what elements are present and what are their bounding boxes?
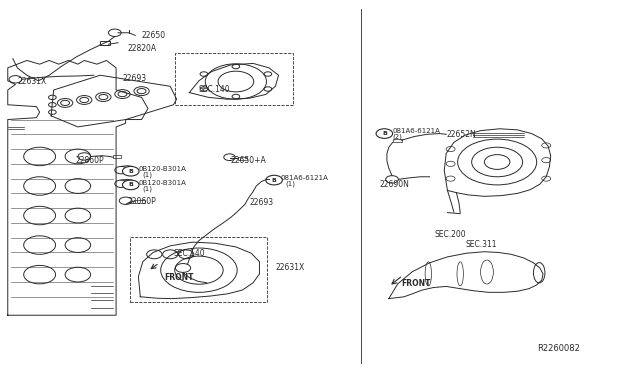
Circle shape: [376, 129, 393, 138]
Circle shape: [122, 166, 139, 176]
Text: (1): (1): [143, 185, 153, 192]
Text: R2260082: R2260082: [537, 344, 580, 353]
Text: 081A6-6121A: 081A6-6121A: [280, 175, 328, 181]
Bar: [100, 41, 109, 45]
Text: SEC.140: SEC.140: [173, 249, 205, 258]
Bar: [393, 139, 402, 142]
Text: 22652N: 22652N: [446, 130, 476, 139]
Text: SEC.311: SEC.311: [465, 240, 497, 249]
Text: 22693: 22693: [122, 74, 147, 83]
Text: 081A6-6121A: 081A6-6121A: [393, 128, 440, 134]
Text: 0B120-B301A: 0B120-B301A: [138, 166, 186, 172]
Text: (1): (1): [285, 180, 295, 187]
Circle shape: [122, 180, 139, 190]
Bar: [113, 155, 120, 158]
Text: 22631X: 22631X: [18, 77, 47, 86]
Text: 22693: 22693: [250, 198, 274, 207]
Bar: [175, 53, 293, 105]
Text: FRONT: FRONT: [164, 273, 194, 282]
Text: SEC.200: SEC.200: [435, 230, 467, 239]
Text: SEC.140: SEC.140: [199, 85, 230, 94]
Text: B: B: [128, 182, 133, 187]
Text: 0B120-B301A: 0B120-B301A: [138, 180, 186, 186]
Text: (2): (2): [393, 134, 403, 140]
Text: 22690N: 22690N: [380, 180, 409, 189]
Bar: [130, 237, 267, 302]
Text: 22631X: 22631X: [275, 263, 305, 272]
Text: B: B: [128, 169, 133, 174]
Text: B: B: [272, 177, 276, 183]
Bar: [266, 178, 276, 181]
Text: 22820A: 22820A: [127, 44, 157, 53]
Text: B: B: [382, 131, 387, 136]
Circle shape: [266, 175, 282, 185]
Bar: [239, 157, 247, 160]
Text: 22860P: 22860P: [76, 155, 104, 165]
Text: FRONT: FRONT: [401, 279, 431, 288]
Text: (1): (1): [143, 171, 153, 178]
Bar: [135, 200, 145, 203]
Text: 22650+A: 22650+A: [231, 156, 266, 166]
Text: 22650: 22650: [141, 31, 166, 40]
Text: 22060P: 22060P: [127, 197, 156, 206]
